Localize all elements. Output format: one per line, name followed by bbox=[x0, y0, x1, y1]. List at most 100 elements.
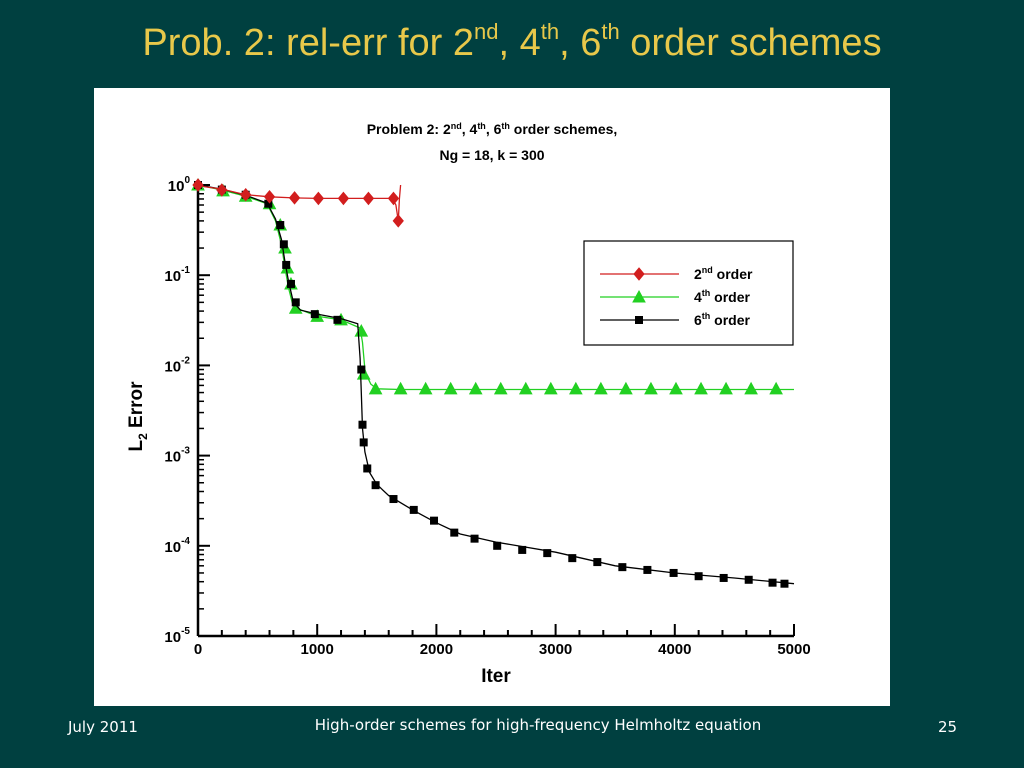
legend-marker bbox=[632, 289, 646, 303]
y-tick-label: 10-4 bbox=[164, 536, 190, 556]
chart-title-line: Ng = 18, k = 300 bbox=[439, 147, 544, 163]
data-point bbox=[337, 191, 350, 206]
x-axis-label: Iter bbox=[481, 666, 511, 687]
chart-title-text: Ng = 18, k = 300 bbox=[439, 147, 544, 163]
y-tick-label: 100 bbox=[168, 175, 191, 195]
data-point bbox=[669, 568, 678, 577]
y-tick-exp: -4 bbox=[181, 536, 190, 547]
legend-label: 4th order bbox=[694, 288, 751, 305]
data-point bbox=[543, 549, 552, 558]
legend-num: 4 bbox=[694, 289, 702, 305]
data-point bbox=[392, 214, 404, 228]
data-point bbox=[470, 534, 479, 543]
x-tick-label: 4000 bbox=[658, 641, 691, 658]
x-tick-label: 0 bbox=[194, 641, 202, 658]
y-tick-exp: -5 bbox=[181, 626, 190, 637]
data-point bbox=[593, 558, 602, 567]
data-point bbox=[363, 464, 372, 473]
data-point bbox=[719, 573, 728, 582]
y-tick-label: 10-1 bbox=[164, 265, 190, 285]
data-point bbox=[493, 541, 502, 550]
title-text: order schemes bbox=[619, 22, 882, 64]
x-tick-label: 1000 bbox=[301, 641, 334, 658]
data-point bbox=[643, 565, 652, 574]
title-text: , 4 bbox=[498, 22, 541, 64]
data-point bbox=[694, 381, 708, 395]
data-point bbox=[543, 381, 558, 395]
chart-title-text: Problem 2: 2 bbox=[367, 121, 451, 137]
data-point bbox=[644, 381, 658, 395]
chart-title-sup: th bbox=[501, 121, 510, 131]
data-point bbox=[240, 187, 252, 202]
legend-sup: th bbox=[702, 311, 711, 321]
data-point bbox=[744, 575, 753, 584]
chart-title-text: , 4 bbox=[462, 121, 478, 137]
x-tick-label: 5000 bbox=[777, 641, 810, 658]
error-chart: Problem 2: 2nd, 4th, 6th order schemes,N… bbox=[126, 121, 811, 687]
legend-text: order bbox=[710, 312, 750, 328]
data-point bbox=[669, 381, 683, 395]
y-axis-label-part: L bbox=[126, 440, 147, 452]
legend-sup: th bbox=[702, 288, 711, 298]
legend-marker bbox=[633, 267, 645, 281]
y-tick-base: 10 bbox=[168, 178, 185, 195]
data-point bbox=[371, 481, 380, 490]
chart-title-sup: th bbox=[477, 121, 486, 131]
title-text: , 6 bbox=[559, 22, 602, 64]
legend-text: order bbox=[713, 266, 753, 282]
y-tick-base: 10 bbox=[164, 449, 181, 466]
footer-date: July 2011 bbox=[68, 718, 138, 736]
chart-title-text: order schemes, bbox=[510, 121, 617, 137]
data-point bbox=[418, 381, 433, 395]
data-point bbox=[312, 191, 325, 206]
slide-title: Prob. 2: rel-err for 2nd, 4th, 6th order… bbox=[0, 18, 1024, 68]
data-point bbox=[276, 221, 285, 230]
data-point bbox=[216, 183, 228, 197]
legend-label: 6th order bbox=[694, 311, 751, 328]
legend-num: 6 bbox=[694, 312, 702, 328]
data-point bbox=[744, 381, 758, 395]
y-tick-exp: 0 bbox=[184, 175, 190, 186]
data-point bbox=[769, 381, 783, 395]
data-point bbox=[263, 190, 276, 204]
data-point bbox=[389, 495, 398, 504]
chart-figure: Problem 2: 2nd, 4th, 6th order schemes, N… bbox=[94, 88, 890, 706]
data-point bbox=[518, 381, 533, 395]
data-point bbox=[286, 279, 295, 288]
data-point bbox=[387, 191, 400, 206]
data-point bbox=[310, 310, 319, 319]
data-point bbox=[333, 315, 342, 324]
data-point bbox=[279, 240, 288, 249]
y-tick-base: 10 bbox=[164, 268, 181, 285]
title-sup: nd bbox=[473, 19, 499, 44]
y-tick-base: 10 bbox=[164, 629, 181, 646]
y-tick-exp: -2 bbox=[181, 355, 190, 366]
y-tick-label: 10-2 bbox=[164, 355, 190, 375]
chart-title-sup: nd bbox=[451, 121, 462, 131]
legend-marker bbox=[635, 316, 643, 324]
footer-page-number: 25 bbox=[938, 718, 958, 736]
data-point bbox=[594, 381, 608, 395]
chart-title-line: Problem 2: 2nd, 4th, 6th order schemes, bbox=[367, 121, 618, 137]
y-tick-base: 10 bbox=[164, 539, 181, 556]
title-text: Prob. 2: rel-err for 2 bbox=[142, 22, 474, 64]
data-point bbox=[282, 260, 291, 269]
legend-text: order bbox=[710, 289, 750, 305]
footer-caption: High-order schemes for high-frequency He… bbox=[314, 716, 762, 734]
y-axis-label-part: 2 bbox=[136, 433, 150, 440]
legend-label: 2nd order bbox=[694, 265, 753, 282]
data-point bbox=[518, 545, 527, 554]
data-point bbox=[568, 554, 577, 563]
data-point bbox=[359, 438, 368, 447]
chart-title-text: , 6 bbox=[486, 121, 502, 137]
data-point bbox=[450, 528, 459, 537]
data-point bbox=[618, 563, 627, 572]
x-tick-label: 2000 bbox=[420, 641, 453, 658]
data-point bbox=[443, 381, 458, 395]
title-sup: th bbox=[601, 19, 620, 44]
y-tick-label: 10-3 bbox=[164, 446, 190, 466]
x-tick-label: 3000 bbox=[539, 641, 572, 658]
y-tick-exp: -3 bbox=[181, 446, 190, 457]
legend-sup: nd bbox=[702, 265, 713, 275]
data-point bbox=[468, 381, 483, 395]
